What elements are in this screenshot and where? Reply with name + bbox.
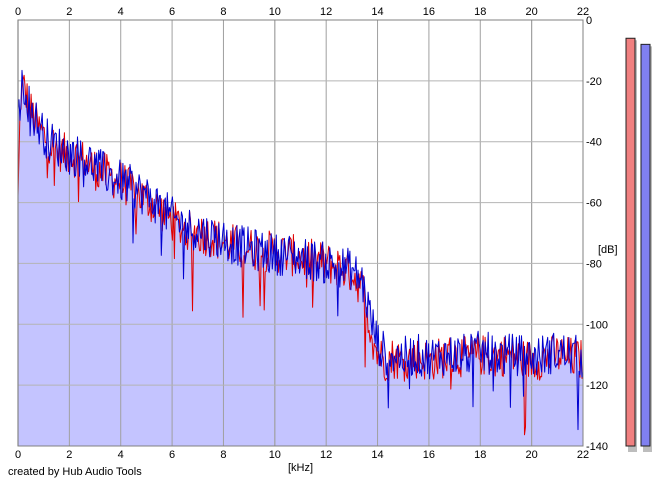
x-axis-unit: [kHz] bbox=[288, 462, 313, 474]
y-tick-label: -120 bbox=[586, 380, 608, 392]
x-tick-label-top: 6 bbox=[169, 6, 175, 18]
y-axis-unit: [dB] bbox=[598, 244, 618, 256]
x-tick-label-bottom: 2 bbox=[66, 449, 72, 461]
x-tick-label-top: 20 bbox=[526, 6, 538, 18]
x-tick-label-top: 4 bbox=[118, 6, 124, 18]
x-tick-label-bottom: 18 bbox=[474, 449, 486, 461]
y-tick-label: -40 bbox=[586, 137, 602, 149]
y-tick-label: -140 bbox=[586, 441, 608, 453]
credit-text: created by Hub Audio Tools bbox=[8, 466, 142, 478]
x-tick-label-bottom: 22 bbox=[577, 449, 589, 461]
x-tick-label-top: 10 bbox=[269, 6, 281, 18]
plot-frame bbox=[17, 19, 584, 447]
x-tick-label-bottom: 4 bbox=[118, 449, 124, 461]
y-tick-label: 0 bbox=[586, 15, 592, 27]
x-tick-label-top: 16 bbox=[423, 6, 435, 18]
level-meter-left bbox=[625, 37, 636, 447]
x-tick-label-bottom: 20 bbox=[526, 449, 538, 461]
x-tick-label-top: 0 bbox=[15, 6, 21, 18]
x-tick-label-top: 14 bbox=[371, 6, 383, 18]
x-tick-label-bottom: 8 bbox=[220, 449, 226, 461]
y-tick-label: -60 bbox=[586, 198, 602, 210]
x-tick-label-top: 12 bbox=[320, 6, 332, 18]
x-tick-label-top: 2 bbox=[66, 6, 72, 18]
y-tick-label: -80 bbox=[586, 258, 602, 270]
y-tick-label: -20 bbox=[586, 76, 602, 88]
series-line-right bbox=[17, 69, 584, 431]
x-tick-label-top: 18 bbox=[474, 6, 486, 18]
level-meter-right bbox=[640, 43, 651, 447]
y-tick-label: -100 bbox=[586, 319, 608, 331]
x-tick-label-bottom: 12 bbox=[320, 449, 332, 461]
x-tick-label-bottom: 6 bbox=[169, 449, 175, 461]
x-tick-label-top: 22 bbox=[577, 6, 589, 18]
x-tick-label-top: 8 bbox=[220, 6, 226, 18]
x-tick-label-bottom: 10 bbox=[269, 449, 281, 461]
x-tick-label-bottom: 0 bbox=[15, 449, 21, 461]
x-tick-label-bottom: 16 bbox=[423, 449, 435, 461]
x-tick-label-bottom: 14 bbox=[371, 449, 383, 461]
